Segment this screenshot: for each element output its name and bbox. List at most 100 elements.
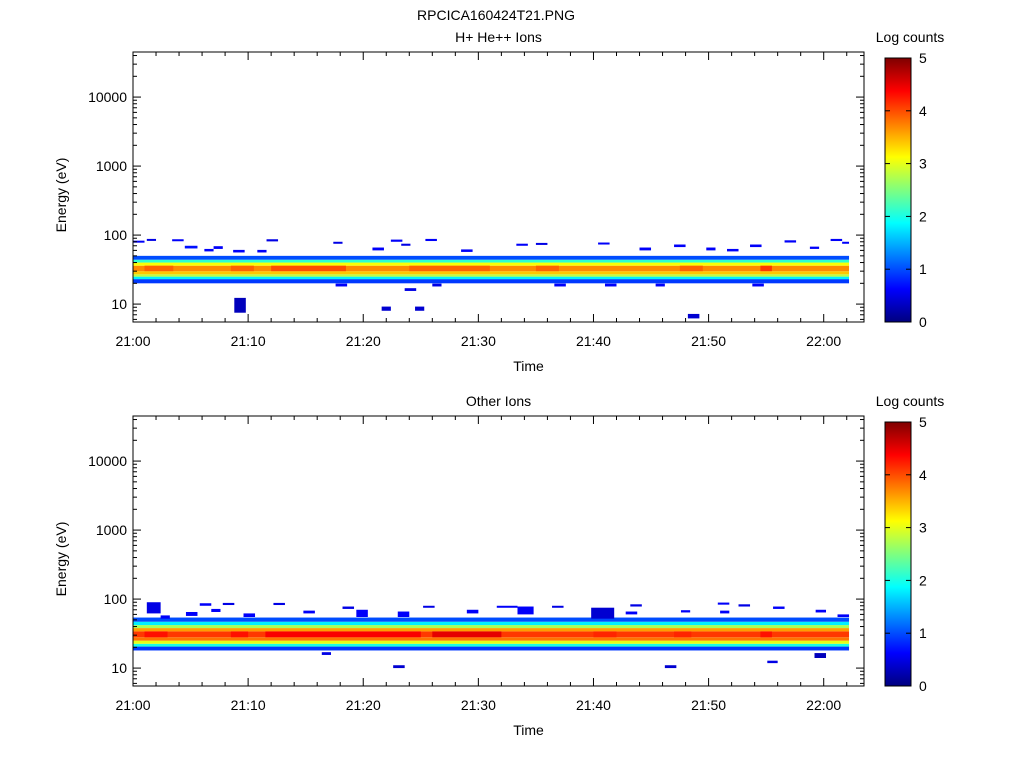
heatmap-cell [625, 611, 638, 615]
heatmap-cell [664, 665, 677, 669]
y-tick-label: 10000 [88, 453, 127, 469]
x-tick-label: 21:30 [461, 697, 496, 713]
heatmap-cell [814, 653, 827, 659]
heatmap-band [133, 617, 850, 651]
heatmap-cell [466, 609, 479, 614]
heatmap-cell [211, 608, 221, 612]
heatmap-cell [727, 248, 739, 252]
heatmap-cell [133, 240, 145, 243]
heatmap-cell [390, 239, 403, 242]
heatmap-peak-cell [271, 265, 346, 272]
heatmap-cell [243, 613, 256, 617]
heatmap-cell [680, 610, 691, 613]
x-tick-label: 21:00 [115, 697, 150, 713]
y-axis-label: Energy (eV) [53, 158, 69, 233]
heatmap-cell [321, 652, 332, 655]
y-tick-label: 10 [111, 296, 127, 312]
heatmap-cell [461, 249, 473, 252]
heatmap-cell [397, 611, 410, 617]
heatmap-cell [516, 243, 528, 246]
heatmap-row [133, 625, 850, 629]
x-axis: 21:00 21:10 21:20 21:30 21:40 21:50 22:00 Time [115, 52, 848, 374]
heatmap-cell [415, 306, 425, 311]
colorbar-tick-label: 4 [919, 467, 927, 483]
colorbar-tick-label: 0 [919, 678, 927, 694]
heatmap-cell [160, 615, 170, 619]
heatmap-cell [655, 283, 665, 287]
heatmap-row [133, 637, 850, 641]
heatmap-cell [784, 240, 797, 243]
heatmap-peak-cell [674, 631, 692, 638]
heatmap-cell [273, 602, 285, 606]
colorbar-tick-label: 5 [919, 50, 927, 66]
heatmap-cell [213, 246, 223, 249]
heatmap-cell [432, 283, 442, 287]
heatmap-cell [333, 241, 343, 244]
heatmap-speckles [146, 602, 850, 669]
heatmap-row [133, 271, 850, 275]
heatmap-cell [234, 297, 246, 313]
heatmap-row [133, 646, 850, 651]
panel-title: H+ He++ Ions [455, 29, 542, 45]
heatmap-cell [738, 604, 751, 607]
y-tick-label: 10 [111, 660, 127, 676]
heatmap-cell [598, 242, 610, 245]
colorbar-tick-label: 3 [919, 156, 927, 172]
heatmap-peak-cell [409, 265, 490, 272]
heatmap-cell [342, 606, 355, 609]
heatmap-cell [630, 604, 642, 607]
y-axis-label: Energy (eV) [53, 522, 69, 597]
heatmap-row [133, 255, 850, 260]
heatmap-cell [496, 605, 518, 608]
heatmap-cell [404, 288, 417, 291]
heatmap-cell [517, 606, 534, 615]
heatmap-peak-cell [760, 265, 772, 272]
heatmap-cell [720, 610, 730, 614]
x-tick-label: 21:40 [576, 333, 611, 349]
heatmap-peak-cell [144, 265, 174, 272]
colorbar-label: Log counts [876, 29, 945, 45]
heatmap-cell [381, 306, 391, 311]
heatmap-cell [674, 244, 686, 248]
heatmap-cell [425, 238, 437, 242]
heatmap-cell [706, 247, 716, 251]
heatmap-cell [837, 614, 850, 617]
y-tick-label: 1000 [96, 522, 127, 538]
colorbar: Log counts 0 1 2 3 4 5 [876, 29, 945, 330]
heatmap-cell [750, 244, 762, 248]
heatmap-cell [752, 283, 764, 287]
heatmap-cell [604, 283, 617, 287]
x-tick-label: 21:50 [691, 333, 726, 349]
heatmap-cell [233, 249, 245, 253]
heatmap-cell [591, 607, 615, 619]
heatmap-cell [257, 249, 267, 253]
heatmap-cell [199, 603, 212, 606]
x-tick-label: 21:30 [461, 333, 496, 349]
x-axis: 21:00 21:10 21:20 21:30 21:40 21:50 22:00 Time [115, 416, 848, 738]
colorbar-tick-label: 1 [919, 261, 927, 277]
panel-title: Other Ions [466, 393, 531, 409]
x-axis-label: Time [513, 722, 544, 738]
heatmap-cell [266, 239, 279, 242]
x-tick-label: 21:50 [691, 697, 726, 713]
colorbar-gradient [884, 57, 912, 323]
heatmap-cell [767, 660, 778, 664]
heatmap-band [133, 255, 850, 284]
x-tick-label: 21:00 [115, 333, 150, 349]
x-tick-label: 21:20 [346, 333, 381, 349]
heatmap-row [133, 259, 850, 263]
heatmap-cell [535, 242, 548, 245]
heatmap-cell [639, 247, 652, 251]
heatmap-cell [554, 283, 566, 287]
heatmap-row [133, 274, 850, 277]
heatmap-peak-cell [265, 631, 421, 638]
heatmap-cell [401, 243, 411, 246]
heatmap-peak-cell [679, 265, 703, 272]
figure-title: RPCICA160424T21.PNG [417, 7, 575, 23]
y-tick-label: 1000 [96, 158, 127, 174]
heatmap-cell [815, 609, 827, 613]
heatmap-peak-cell [144, 631, 168, 638]
